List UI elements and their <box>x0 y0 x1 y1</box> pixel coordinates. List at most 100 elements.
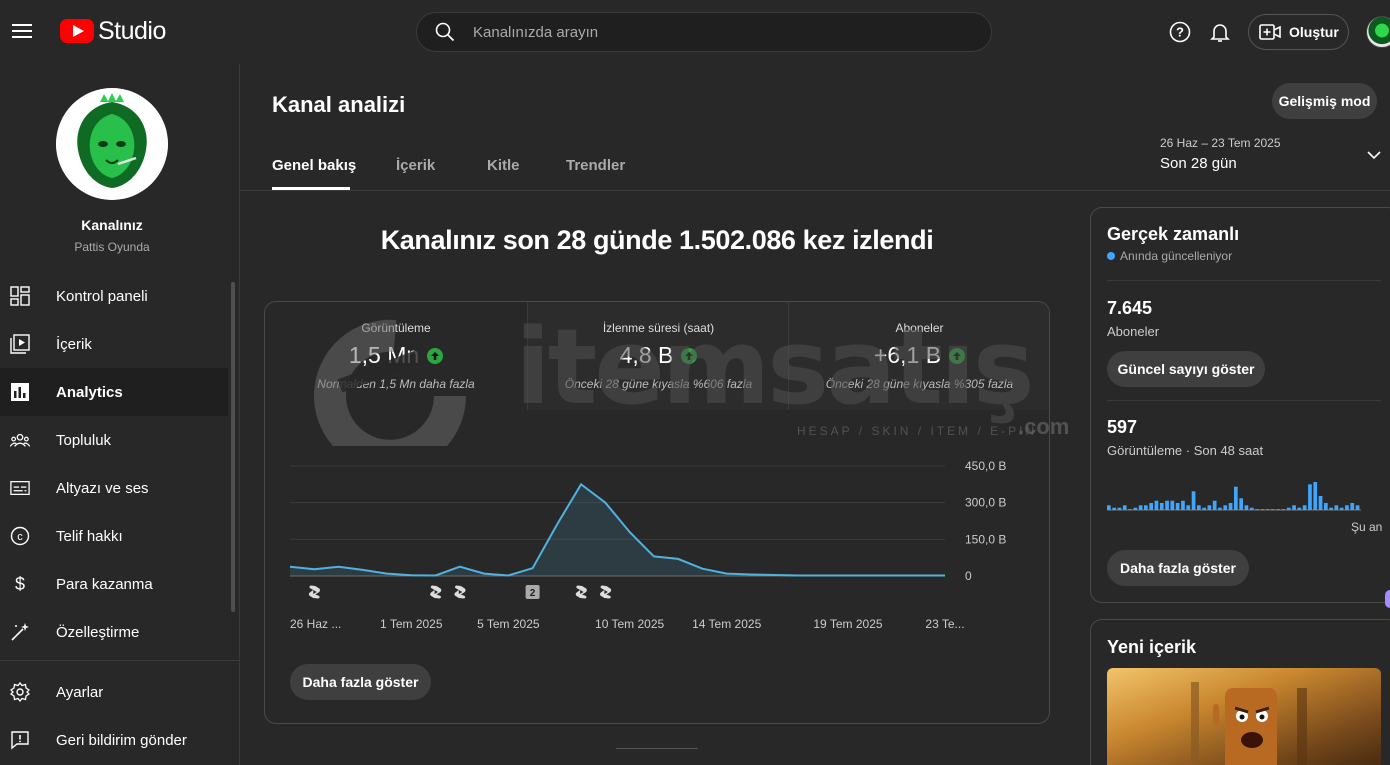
data-point <box>628 531 630 533</box>
tab-trends[interactable]: Trendler <box>566 157 626 174</box>
x-tick-label: 10 Tem 2025 <box>595 617 664 631</box>
studio-logo[interactable]: Studio <box>60 17 166 45</box>
realtime-bar <box>1239 498 1243 510</box>
video-thumbnail[interactable] <box>1107 668 1381 765</box>
realtime-bar <box>1286 507 1291 510</box>
menu-icon[interactable] <box>12 20 32 44</box>
svg-text:$: $ <box>15 574 25 594</box>
nav-community[interactable]: Topluluk <box>0 416 228 464</box>
nav-customization[interactable]: Özelleştirme <box>0 608 228 656</box>
metric-title: Görüntüleme <box>361 321 431 335</box>
advanced-mode-button[interactable]: Gelişmiş mod <box>1272 83 1377 119</box>
live-dot-icon <box>1107 252 1115 260</box>
search-input[interactable] <box>473 23 953 41</box>
realtime-bar <box>1154 500 1159 510</box>
realtime-bar <box>1181 500 1185 510</box>
realtime-bar <box>1276 509 1280 510</box>
create-label: Oluştur <box>1289 24 1339 40</box>
overview-card: Görüntüleme 1,5 Mn Normalden 1,5 Mn daha… <box>264 301 1050 724</box>
divider <box>1107 400 1381 401</box>
nav-dashboard[interactable]: Kontrol paneli <box>0 272 228 320</box>
realtime-bar <box>1292 505 1296 510</box>
metric-title: Aboneler <box>895 321 944 335</box>
views-headline: Kanalınız son 28 günde 1.502.086 kez izl… <box>380 225 934 255</box>
date-period-select[interactable]: Son 28 gün <box>1160 155 1237 172</box>
data-point <box>459 566 461 568</box>
metric-value: 4,8 B <box>619 342 674 368</box>
realtime-title: Gerçek zamanlı <box>1107 224 1240 244</box>
realtime-bar <box>1302 505 1307 510</box>
realtime-bar <box>1122 505 1127 510</box>
data-point <box>434 574 436 576</box>
data-point <box>289 566 291 568</box>
realtime-bar <box>1244 505 1249 510</box>
nav-subtitles[interactable]: Altyazı ve ses <box>0 464 228 512</box>
realtime-bar <box>1170 500 1175 510</box>
metric-subscribers[interactable]: Aboneler +6,1 B Önceki 28 güne kıyasla %… <box>788 302 1049 410</box>
data-point <box>774 574 776 576</box>
date-range-text[interactable]: 26 Haz – 23 Tem 2025 <box>1160 136 1281 150</box>
search-box[interactable] <box>416 12 992 52</box>
realtime-views-label: Görüntüleme · Son 48 saat <box>1107 443 1264 458</box>
shorts-marker-icon <box>308 585 321 599</box>
nav-monetization[interactable]: $ Para kazanma <box>0 560 228 608</box>
nav-analytics[interactable]: Analytics <box>0 368 228 416</box>
metric-watch-time[interactable]: İzlenme süresi (saat) 4,8 B Önceki 28 gü… <box>527 302 789 410</box>
copyright-icon: c <box>10 526 30 546</box>
metric-views[interactable]: Görüntüleme 1,5 Mn Normalden 1,5 Mn daha… <box>265 302 527 410</box>
realtime-bar <box>1249 507 1254 510</box>
nav-settings[interactable]: Ayarlar <box>0 668 228 716</box>
realtime-bar <box>1281 509 1286 510</box>
data-point <box>556 523 558 525</box>
realtime-bar-chart[interactable] <box>1107 478 1381 512</box>
arrow-up-icon <box>681 347 698 364</box>
nav-label: Altyazı ve ses <box>56 479 149 497</box>
metric-value-row: 4,8 B <box>528 342 789 369</box>
y-tick-label: 0 <box>965 569 972 583</box>
data-point <box>701 567 703 569</box>
data-point <box>677 558 679 560</box>
tab-audience[interactable]: Kitle <box>487 157 520 174</box>
nav-label: Geri bildirim gönder <box>56 731 187 749</box>
nav-content[interactable]: İçerik <box>0 320 228 368</box>
subtitles-icon <box>10 478 30 498</box>
show-live-count-button[interactable]: Güncel sayıyı göster <box>1107 351 1265 387</box>
views-series-line <box>289 482 945 577</box>
shorts-marker-icon <box>454 585 466 599</box>
data-point <box>362 569 364 571</box>
data-point <box>483 572 485 574</box>
data-point <box>580 483 582 485</box>
realtime-bar <box>1271 509 1275 510</box>
nav-label: İçerik <box>56 335 92 353</box>
channel-avatar[interactable] <box>56 88 168 200</box>
realtime-card: Gerçek zamanlı Anında güncelleniyor 7.64… <box>1090 207 1390 603</box>
tab-content[interactable]: İçerik <box>396 157 436 174</box>
side-panel-handle[interactable] <box>1385 590 1390 608</box>
page-title: Kanal analizi <box>272 92 406 117</box>
help-icon[interactable]: ? <box>1168 20 1192 44</box>
x-tick-label: 23 Te... <box>925 617 964 631</box>
views-line-chart[interactable]: 450,0 B 300,0 B 150,0 B 0 2 26 Haz ... 1 Tem 2… <box>265 452 1050 642</box>
realtime-bar <box>1308 484 1312 510</box>
show-more-button[interactable]: Daha fazla göster <box>290 664 431 700</box>
shorts-marker-icon <box>430 585 442 599</box>
chevron-down-icon[interactable] <box>1366 148 1382 166</box>
y-tick-label: 150,0 B <box>965 532 1006 546</box>
search-icon <box>435 22 455 42</box>
account-avatar[interactable] <box>1366 16 1390 48</box>
realtime-bar <box>1197 505 1201 510</box>
nav-label: Topluluk <box>56 431 112 449</box>
tab-overview[interactable]: Genel bakış <box>272 157 357 174</box>
realtime-bar <box>1128 509 1132 510</box>
nav-copyright[interactable]: c Telif hakkı <box>0 512 228 560</box>
data-point <box>337 566 339 568</box>
sidebar-scrollbar[interactable] <box>231 282 235 612</box>
notifications-bell-icon[interactable] <box>1208 20 1232 44</box>
svg-text:c: c <box>17 531 23 543</box>
create-button[interactable]: Oluştur <box>1248 14 1349 50</box>
data-point <box>531 567 533 569</box>
realtime-show-more-button[interactable]: Daha fazla göster <box>1107 550 1249 586</box>
realtime-bar <box>1144 505 1148 510</box>
nav-feedback[interactable]: Geri bildirim gönder <box>0 716 228 764</box>
new-content-card: Yeni içerik <box>1090 619 1390 765</box>
